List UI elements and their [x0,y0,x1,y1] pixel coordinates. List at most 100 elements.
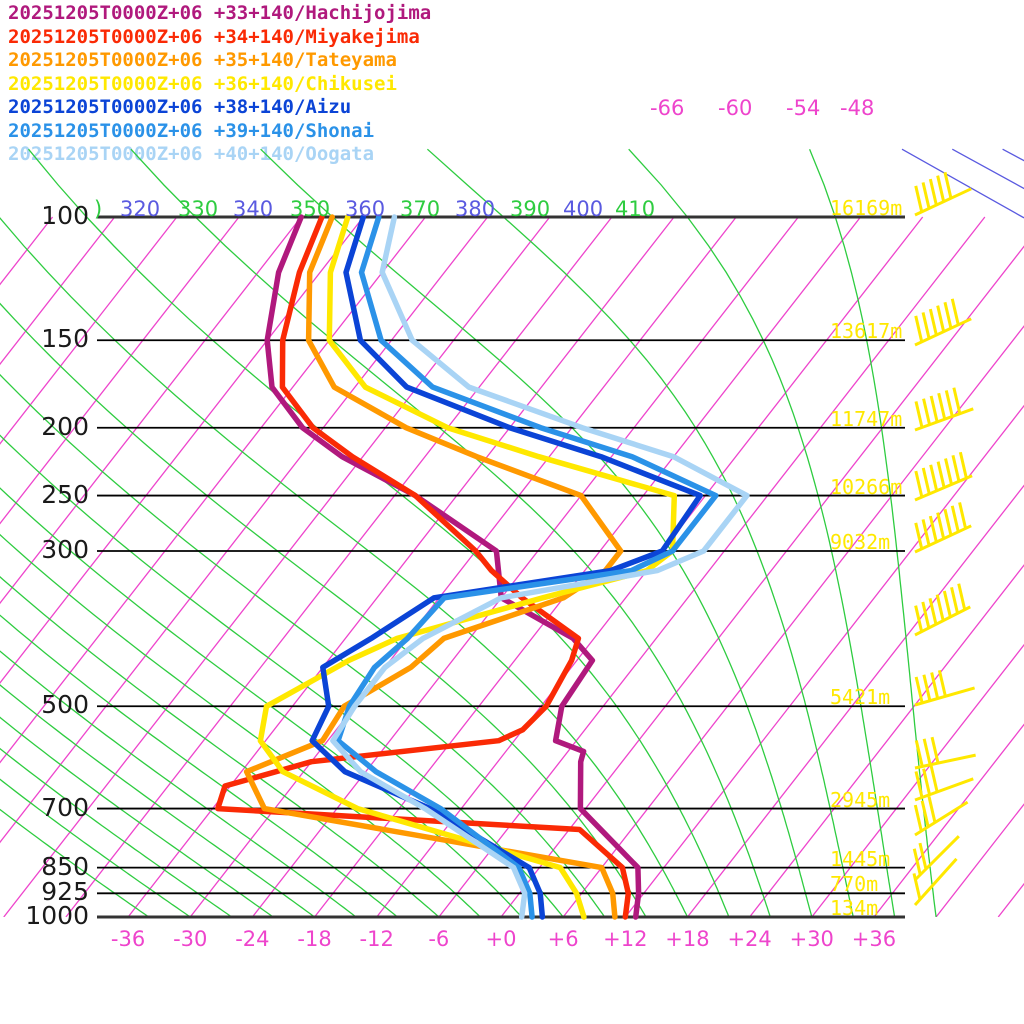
isotherm [251,216,799,917]
series-aizu [309,214,703,920]
altitude-label-500: 5421m [830,685,891,710]
wind-barb [914,583,971,637]
pressure-tick-250: 250 [41,479,89,509]
altitude-label-100: 16169m [830,196,903,220]
altitude-label-1000: 134m [830,896,879,920]
altitude-label-925: 770m [830,872,879,897]
moist-adiabat [27,148,730,917]
isotherm [811,643,1024,917]
temp-tick--30: -30 [173,927,208,951]
temp-tick--12: -12 [359,927,394,951]
isotherm-label--66: -66 [650,96,685,120]
legend-item-aizu: 20251205T0000Z+06 +38+140/Aizu [8,96,352,118]
theta-label-400: 400 [563,197,604,221]
isotherm [438,216,986,917]
isotherm [127,216,675,917]
theta-label-390: 390 [510,197,551,221]
isotherm [189,216,737,917]
moist-adiabat [0,533,481,917]
moist-adiabat [628,148,896,917]
altitude-label-150: 13617m [830,319,903,344]
isotherm [873,723,1024,917]
legend-item-shonai: 20251205T0000Z+06 +39+140/Shonai [8,119,375,142]
legend-item-chikusei: 20251205T0000Z+06 +36+140/Chikusei [8,72,397,95]
altitude-label-300: 9032m [830,529,891,554]
moist-adiabat [260,148,813,917]
moist-adiabat [0,614,398,917]
temp-tick-+30: +30 [789,927,834,951]
pressure-tick-100: 100 [41,201,89,230]
legend: 20251205T0000Z+06 +33+140/Hachijojima 202… [8,2,628,167]
legend-item-hachijojima: 20251205T0000Z+06 +33+140/Hachijojima [8,2,432,24]
theta-label-370: 370 [400,197,441,221]
wind-barb [912,857,958,907]
series-chikusei [257,214,678,920]
wind-barb [914,669,976,707]
isotherm-label--48: -48 [840,96,875,120]
wind-barb [914,502,972,554]
altitude-label-850: 1445m [830,846,891,871]
isotherm [0,216,178,445]
temp-tick--24: -24 [235,927,270,951]
isotherm [0,216,240,525]
moist-adiabat [0,487,523,917]
series-oogata [330,214,750,920]
pressure-tick-1000: 1000 [25,901,89,930]
pressure-tick-300: 300 [41,534,89,564]
isotherm [0,216,302,605]
isotherm-label--54: -54 [786,96,821,120]
altitude-label-200: 11747m [830,406,903,431]
temp-tick-+36: +36 [851,927,897,951]
theta-label-360: 360 [345,197,386,221]
wind-barb [914,765,974,802]
moist-adiabat [0,217,689,917]
temp-tick-+6: +6 [547,927,579,951]
isotherm [0,216,426,764]
wind-barb [914,736,976,770]
isotherm [749,564,1024,917]
series-shonai [335,214,719,920]
dry-adiabat [1002,148,1024,162]
wind-barb [913,796,969,837]
isotherm [500,245,1024,917]
legend-item-tateyama: 20251205T0000Z+06 +35+140/Tateyama [8,49,397,71]
legend-item-oogata: 20251205T0000Z+06 +40+140/Oogata [8,143,375,165]
temp-tick-+24: +24 [727,927,772,951]
isotherm [562,325,1024,917]
isotherm [997,882,1024,917]
theta-label-partial: ) [94,197,103,221]
temp-tick-+18: +18 [665,927,710,951]
temp-tick--6: -6 [428,927,450,951]
isotherm [65,216,613,917]
pressure-tick-925: 925 [41,877,89,907]
wind-barb [914,298,972,347]
moist-adiabat [0,778,191,917]
moist-adiabat [0,302,647,917]
moist-adiabat [130,148,771,917]
theta-label-380: 380 [455,197,496,221]
pressure-tick-700: 700 [41,792,89,822]
theta-label-410: 410 [615,197,656,221]
theta-label-330: 330 [178,197,219,221]
isotherm-label--60: -60 [718,96,753,120]
pressure-tick-150: 150 [41,324,89,354]
wind-barb-layer [912,171,976,907]
moist-adiabat [0,716,274,917]
wind-barb [912,835,960,882]
temp-tick--36: -36 [110,927,146,951]
legend-item-miyakejima: 20251205T0000Z+06 +34+140/Miyakejima [8,25,420,48]
moist-adiabat [0,684,315,917]
moist-adiabat [0,373,606,917]
series-hachijojima [264,214,642,920]
temp-tick-+12: +12 [603,927,648,951]
pressure-tick-500: 500 [41,690,89,720]
moist-adiabat [426,148,854,917]
temp-tick--18: -18 [297,927,332,951]
theta-label-320: 320 [120,197,161,221]
isotherm [0,216,489,844]
wind-barb [914,171,972,217]
isotherm [3,216,551,917]
pressure-tick-200: 200 [41,411,89,441]
